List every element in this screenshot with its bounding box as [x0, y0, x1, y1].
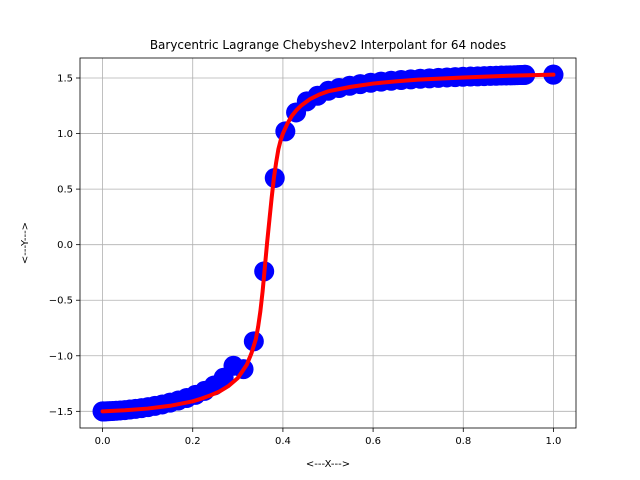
plot-frame	[79, 57, 577, 429]
node-markers	[92, 64, 564, 422]
y-tick-label: 0.0	[57, 240, 73, 251]
series-layer	[92, 64, 564, 422]
y-tick-label: 0.5	[57, 185, 73, 196]
x-axis-label: <---X--->	[306, 459, 350, 470]
x-tick-label: 0.8	[455, 436, 471, 447]
x-tick-label: 1.0	[546, 436, 562, 447]
y-tick-label: 1.0	[57, 129, 73, 140]
x-tick-label: 0.2	[185, 436, 201, 447]
y-axis-label: <---Y--->	[20, 222, 31, 264]
x-tick-label: 0.0	[95, 436, 111, 447]
x-tick-label: 0.6	[365, 436, 381, 447]
y-tick-label: −1.0	[49, 351, 73, 362]
grid	[80, 58, 576, 428]
chart-title: Barycentric Lagrange Chebyshev2 Interpol…	[150, 38, 506, 52]
x-tick-label: 0.4	[275, 436, 291, 447]
interpolant-line	[100, 72, 556, 414]
y-tick-label: 1.5	[57, 74, 73, 85]
y-tick-label: −0.5	[49, 296, 73, 307]
y-axis: −1.5 −1.0 −0.5 0.0 0.5 1.0 1.5	[49, 74, 80, 418]
x-axis: 0.0 0.2 0.4 0.6 0.8 1.0	[95, 428, 562, 447]
y-tick-label: −1.5	[49, 407, 73, 418]
